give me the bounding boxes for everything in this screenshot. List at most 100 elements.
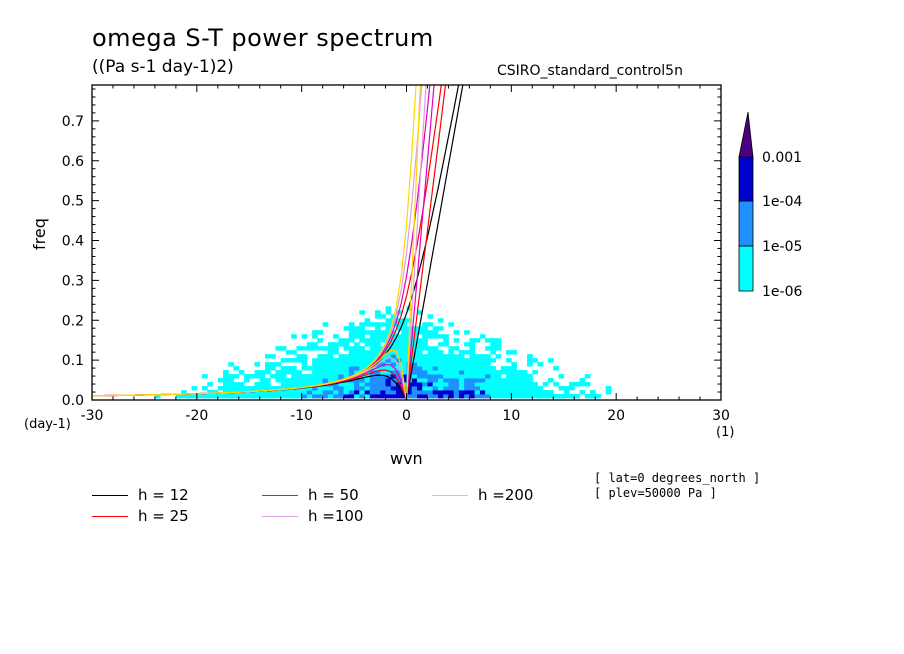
power-cell: [369, 390, 376, 395]
power-cell: [563, 394, 570, 399]
power-cell: [443, 370, 449, 375]
power-cell: [485, 374, 491, 379]
legend-label: h =100: [308, 507, 364, 525]
power-cell: [511, 386, 517, 391]
power-cell: [375, 342, 381, 347]
power-cell: [354, 350, 360, 355]
power-cell: [359, 366, 365, 371]
power-cell: [495, 382, 502, 387]
power-cell: [411, 382, 418, 387]
power-cell: [432, 394, 439, 399]
power-cell: [453, 358, 460, 363]
y-axis-label: freq: [30, 218, 49, 250]
power-cell: [490, 378, 497, 383]
power-cell: [432, 390, 439, 395]
power-cell: [280, 386, 287, 391]
power-cell: [343, 386, 350, 391]
power-cell: [354, 366, 360, 371]
power-cell: [327, 342, 334, 347]
power-cell: [270, 386, 276, 391]
power-cell: [401, 338, 407, 343]
power-cell: [574, 382, 580, 387]
power-cell: [469, 342, 476, 347]
power-cell: [333, 390, 339, 395]
power-cell: [464, 394, 470, 399]
power-cell: [532, 370, 538, 375]
power-cell: [238, 370, 245, 375]
power-cell: [427, 358, 434, 363]
power-cell: [291, 378, 297, 383]
power-cell: [317, 358, 324, 363]
power-cell: [495, 390, 502, 395]
power-cell: [390, 370, 397, 375]
power-cell: [354, 370, 360, 375]
power-cell: [385, 306, 392, 311]
power-cell: [422, 338, 428, 343]
power-cell: [390, 394, 397, 399]
dataset-label: CSIRO_standard_control5n: [497, 63, 683, 79]
power-cell: [338, 366, 344, 371]
power-cell: [458, 358, 465, 363]
power-cell: [448, 382, 455, 387]
legend-swatch: [262, 516, 298, 517]
power-cell: [285, 370, 292, 375]
power-cell: [375, 366, 381, 371]
power-cell: [568, 382, 575, 387]
power-cell: [584, 394, 591, 399]
power-cell: [474, 374, 481, 379]
power-cell: [527, 354, 533, 359]
power-cell: [306, 342, 313, 347]
power-cell: [422, 362, 428, 367]
power-cell: [285, 378, 292, 383]
power-cell: [479, 362, 486, 367]
power-cell: [154, 394, 161, 399]
power-cell: [301, 362, 308, 367]
power-cell: [264, 362, 271, 367]
colorbar-label: 1e-06: [762, 284, 802, 300]
power-cell: [437, 382, 444, 387]
power-cell: [380, 338, 386, 343]
power-cell: [532, 382, 538, 387]
power-cell: [464, 358, 470, 363]
power-cell: [490, 382, 497, 387]
y-tick-label: 0.1: [62, 353, 84, 369]
power-cell: [312, 382, 318, 387]
legend-swatch: [92, 495, 128, 496]
power-cell: [317, 370, 324, 375]
power-cell: [427, 366, 434, 371]
power-cell: [432, 350, 439, 355]
power-cell: [427, 394, 434, 399]
colorbar-label: 1e-05: [762, 239, 802, 255]
power-cell: [427, 330, 434, 335]
power-cell: [296, 378, 303, 383]
power-cell: [333, 386, 339, 391]
power-cell: [390, 318, 397, 323]
power-cell: [217, 394, 224, 399]
power-cell: [369, 346, 376, 351]
power-cell: [343, 366, 350, 371]
power-cell: [364, 342, 371, 347]
power-cell: [401, 330, 407, 335]
power-cell: [296, 358, 303, 363]
power-cell: [354, 358, 360, 363]
power-cell: [422, 322, 428, 327]
power-cell: [427, 322, 434, 327]
power-cell: [485, 386, 491, 391]
x-axis-unit: (1): [716, 425, 735, 440]
power-cell: [369, 322, 376, 327]
power-cell: [474, 378, 481, 383]
power-cell: [228, 386, 234, 391]
power-cell: [306, 390, 313, 395]
power-cell: [327, 378, 334, 383]
power-cell: [416, 342, 423, 347]
power-cell: [396, 362, 402, 367]
power-cell: [458, 366, 465, 371]
power-cell: [338, 338, 344, 343]
power-cell: [385, 338, 392, 343]
power-cell: [359, 346, 365, 351]
power-cell: [327, 350, 334, 355]
power-cell: [437, 386, 444, 391]
power-cell: [354, 378, 360, 383]
power-cell: [458, 382, 465, 387]
power-cell: [354, 394, 360, 399]
